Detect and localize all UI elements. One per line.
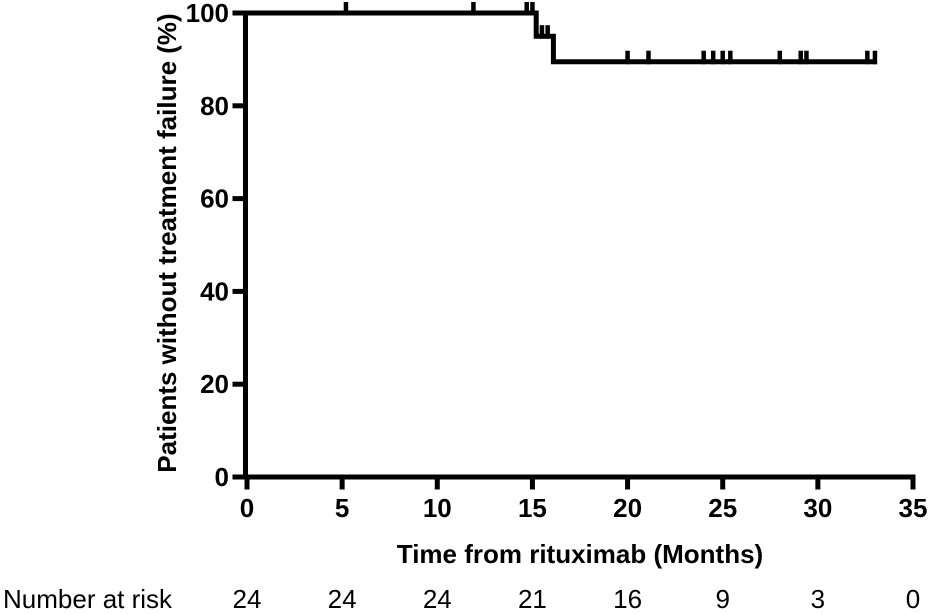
x-tick-label-5: 5 — [335, 493, 349, 523]
risk-count-20: 16 — [613, 584, 642, 614]
risk-count-15: 21 — [518, 584, 547, 614]
y-tick-label-0: 0 — [215, 462, 229, 492]
risk-count-0: 24 — [233, 584, 262, 614]
risk-count-30: 3 — [811, 584, 825, 614]
survival-curve-group — [244, 2, 878, 65]
y-tick-labels: 0 20 40 60 80 100 — [186, 0, 229, 492]
number-at-risk-label: Number at risk — [3, 584, 173, 614]
y-tick-label-40: 40 — [200, 276, 229, 306]
x-tick-label-15: 15 — [518, 493, 547, 523]
x-tick-labels: 0 5 10 15 20 25 30 35 — [240, 493, 928, 523]
survival-curve — [244, 10, 877, 65]
y-tick-label-20: 20 — [200, 369, 229, 399]
x-tick-label-20: 20 — [613, 493, 642, 523]
x-axis-title: Time from rituximab (Months) — [397, 539, 763, 569]
x-tick-label-35: 35 — [899, 493, 928, 523]
axes — [232, 10, 916, 490]
risk-count-5: 24 — [328, 584, 357, 614]
number-at-risk-values: 24 24 24 21 16 9 3 0 — [233, 584, 921, 614]
x-tick-label-10: 10 — [423, 493, 452, 523]
x-tick-label-0: 0 — [240, 493, 254, 523]
y-axis-title: Patients without treatment failure (%) — [152, 13, 182, 472]
risk-count-25: 9 — [715, 584, 729, 614]
risk-count-10: 24 — [423, 584, 452, 614]
y-tick-label-60: 60 — [200, 184, 229, 214]
x-tick-label-25: 25 — [708, 493, 737, 523]
risk-count-35: 0 — [906, 584, 920, 614]
y-tick-label-100: 100 — [186, 0, 229, 28]
y-tick-label-80: 80 — [200, 91, 229, 121]
x-tick-label-30: 30 — [803, 493, 832, 523]
